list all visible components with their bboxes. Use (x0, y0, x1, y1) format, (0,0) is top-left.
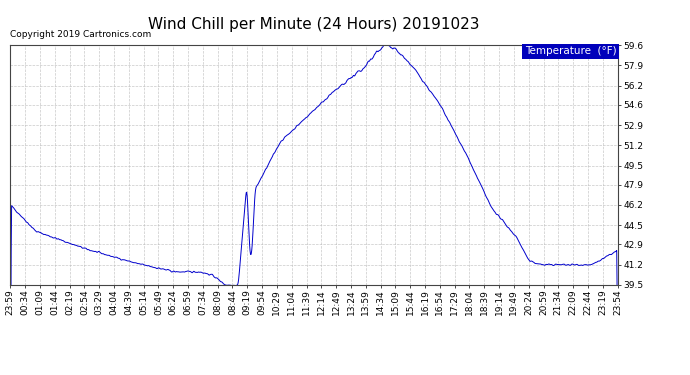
Text: Temperature  (°F): Temperature (°F) (524, 46, 616, 56)
Text: Copyright 2019 Cartronics.com: Copyright 2019 Cartronics.com (10, 30, 152, 39)
Text: Wind Chill per Minute (24 Hours) 20191023: Wind Chill per Minute (24 Hours) 2019102… (148, 17, 480, 32)
